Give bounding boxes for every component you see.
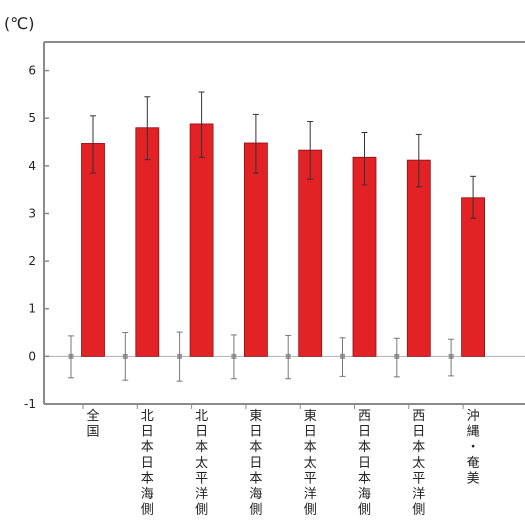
y-tick-label: 0 bbox=[28, 349, 36, 363]
y-tick-label: 6 bbox=[28, 64, 36, 78]
y-tick-label: 4 bbox=[28, 159, 36, 173]
bar bbox=[461, 197, 486, 357]
x-category-label: 北日本太平洋側 bbox=[195, 409, 208, 518]
y-tick-label: 2 bbox=[28, 254, 36, 268]
bar bbox=[243, 142, 268, 357]
x-category-label: 東日本日本海側 bbox=[249, 408, 262, 518]
y-tick-label: 1 bbox=[28, 302, 36, 316]
chart-marks bbox=[68, 91, 486, 382]
chart-axes bbox=[43, 41, 525, 409]
x-category-label: 全国 bbox=[86, 408, 99, 440]
x-category-label: 北日本日本海側 bbox=[141, 409, 154, 518]
bar bbox=[81, 143, 105, 357]
chart-labels: -1 0 1 2 3 4 5 6 全国 北日本日本海側 北日本太平洋側 東日本日本海側 東日本太平洋側 西… bbox=[24, 64, 480, 518]
x-category-label: 西日本太平洋側 bbox=[412, 409, 425, 518]
unit-label: (℃) bbox=[4, 14, 35, 33]
y-tick-label: 5 bbox=[28, 111, 36, 125]
y-tick-label: -1 bbox=[24, 397, 36, 411]
bar bbox=[189, 123, 214, 357]
x-category-label: 東日本太平洋側 bbox=[304, 408, 317, 518]
bar bbox=[135, 127, 160, 357]
x-category-label: 沖縄・奄美 bbox=[467, 409, 480, 486]
bar bbox=[352, 156, 377, 357]
bar bbox=[406, 159, 431, 357]
y-tick-label: 3 bbox=[28, 206, 36, 220]
x-category-label: 西日本日本海側 bbox=[358, 409, 371, 518]
bar bbox=[298, 149, 323, 357]
